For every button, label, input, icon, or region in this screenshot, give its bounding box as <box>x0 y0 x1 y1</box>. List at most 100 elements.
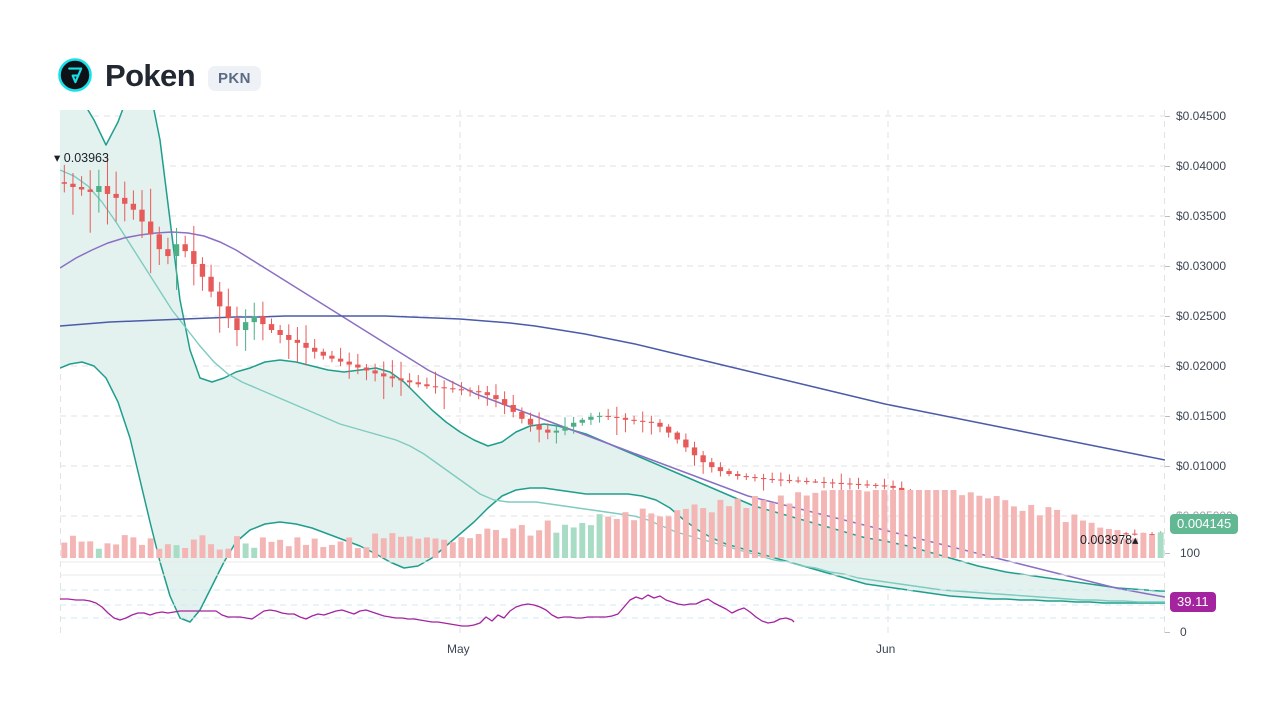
volume-bar <box>484 528 491 558</box>
candle-body <box>130 203 137 210</box>
volume-bar <box>933 490 940 558</box>
candle-body <box>484 392 490 396</box>
volume-bar <box>1114 530 1121 558</box>
candle-body <box>139 209 145 222</box>
volume-bar <box>1097 527 1104 558</box>
candle-body <box>614 416 620 418</box>
volume-bar <box>242 543 249 558</box>
price-axis-label: $0.02000 <box>1176 359 1227 373</box>
axis-tick-mark <box>1165 466 1170 467</box>
high-marker: ▾ 0.03963 <box>54 152 109 165</box>
volume-bar <box>337 541 344 558</box>
candle-body <box>286 334 292 340</box>
price-axis-label: $0.04000 <box>1176 159 1227 173</box>
candle-body <box>562 426 568 431</box>
candle-body <box>683 439 689 448</box>
axis-tick-mark <box>1165 166 1170 167</box>
candle-body <box>147 221 154 235</box>
volume-bar <box>268 541 275 558</box>
volume-bar <box>967 492 974 558</box>
volume-bar <box>1028 505 1035 558</box>
volume-bar <box>864 491 871 558</box>
volume-bar <box>432 538 439 558</box>
volume-bar <box>881 490 888 558</box>
volume-bar <box>985 498 991 558</box>
rsi-guidelines <box>60 589 1165 619</box>
volume-bar <box>821 490 827 558</box>
candle-body <box>864 484 870 486</box>
bollinger-middle-line <box>60 169 1165 603</box>
volume-bar <box>613 519 620 558</box>
volume-bar <box>726 506 733 558</box>
candle-body <box>346 361 352 365</box>
candle-body <box>441 387 447 389</box>
price-axis-label: $0.01000 <box>1176 459 1227 473</box>
candle-body <box>208 276 214 292</box>
candle-body <box>743 476 749 478</box>
volume-bar <box>423 537 430 558</box>
volume-bar <box>587 525 594 558</box>
volume-bar <box>1062 522 1069 558</box>
candle-body <box>424 384 430 387</box>
candle-body <box>355 364 361 368</box>
candle-body <box>553 430 560 433</box>
volume-bar <box>1157 532 1164 558</box>
candle-body <box>78 187 85 190</box>
volume-bar <box>890 490 897 558</box>
volume-bar <box>285 546 292 558</box>
volume-bar <box>346 537 353 558</box>
volume-bar <box>69 535 76 558</box>
volume-bar <box>1054 509 1061 558</box>
volume-bar <box>907 490 914 558</box>
rsi-panel <box>60 561 1165 627</box>
volume-bar <box>536 530 543 558</box>
chart-canvas[interactable]: ▾ 0.03963 0.003978▴ <box>54 110 1165 638</box>
volume-bar <box>544 520 551 558</box>
page-title: Poken <box>105 57 196 93</box>
candle-body <box>1123 533 1129 535</box>
candle-body <box>251 316 257 323</box>
volume-bar <box>182 547 189 558</box>
volume-bar <box>976 495 983 558</box>
volume-bar <box>510 528 517 558</box>
volume-bar <box>1088 522 1095 558</box>
candle-body <box>709 462 715 468</box>
volume-bar <box>251 547 258 558</box>
volume-series <box>61 490 1164 558</box>
candle-body <box>570 422 577 427</box>
volume-bar <box>372 533 379 558</box>
candle-body <box>579 419 585 423</box>
candle-body <box>381 373 387 377</box>
volume-bar <box>259 537 266 558</box>
volume-bar <box>527 535 534 558</box>
ma-blue-line <box>60 315 1165 461</box>
volume-bar <box>389 533 396 558</box>
candle-body <box>156 234 162 250</box>
candle-body <box>70 183 76 188</box>
x-axis-label-jun: Jun <box>876 642 896 656</box>
volume-bar <box>708 512 715 558</box>
volume-bar <box>993 496 1000 558</box>
candle-body <box>726 471 732 475</box>
poken-logo-icon <box>58 58 92 92</box>
candle-body <box>881 485 888 487</box>
candle-body <box>432 386 439 388</box>
volume-bar <box>898 490 905 558</box>
volume-bar <box>380 538 387 558</box>
price-axis-label: $0.02500 <box>1176 309 1227 323</box>
candle-body <box>1132 533 1138 535</box>
volume-bar <box>1045 507 1052 558</box>
candle-body <box>87 189 93 192</box>
volume-bar <box>303 544 310 558</box>
candle-body <box>277 330 283 335</box>
volume-bar <box>61 542 68 558</box>
volume-bar <box>467 538 474 558</box>
candle-body <box>700 455 706 463</box>
candle-body <box>545 429 551 433</box>
volume-bar <box>164 544 171 558</box>
volume-bar <box>812 492 819 558</box>
candle-body <box>899 487 905 492</box>
candle-body <box>389 376 396 379</box>
volume-bar <box>717 499 724 558</box>
volume-bar <box>190 539 197 558</box>
